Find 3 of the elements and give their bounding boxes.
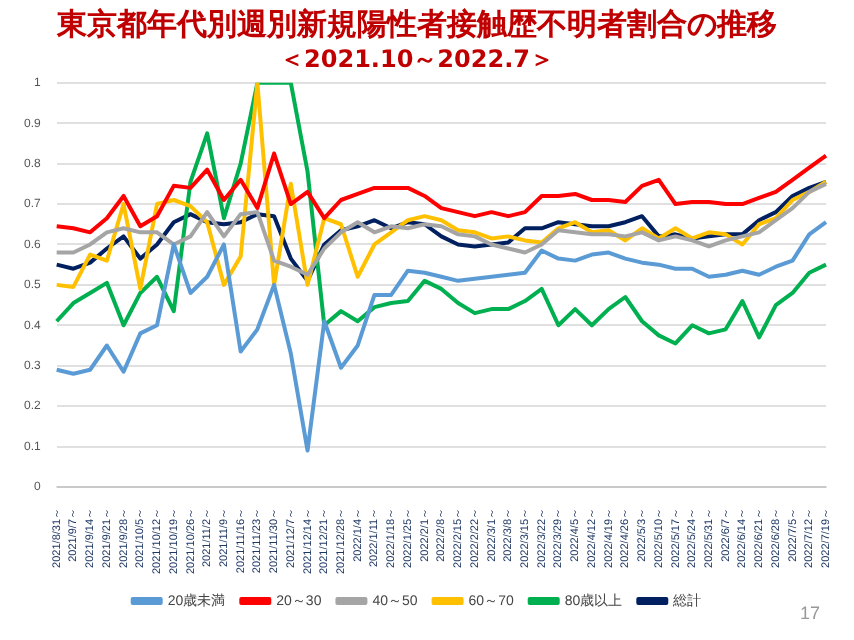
chart-title: 東京都年代別週別新規陽性者接触歴不明者割合の推移 (55, 5, 777, 42)
text: 17 (799, 602, 820, 623)
chart-subtitle: ＜2021.10～2022.7＞ (280, 44, 554, 73)
